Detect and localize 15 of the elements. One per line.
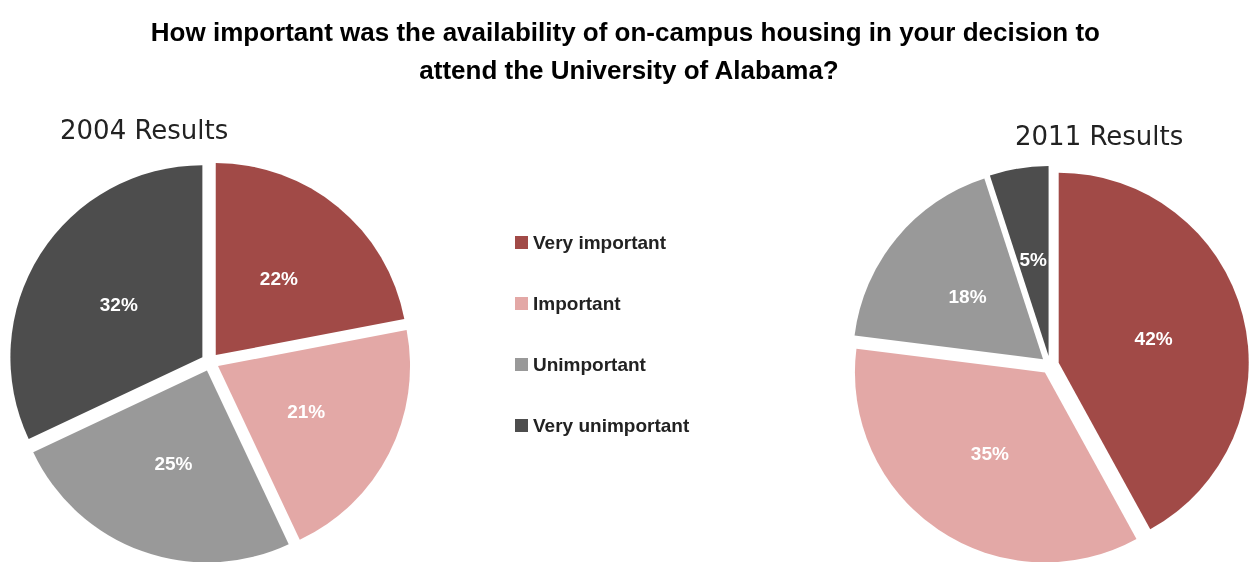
data-label: 42% bbox=[1134, 327, 1173, 349]
data-label: 22% bbox=[259, 268, 298, 290]
legend-label: Very important bbox=[533, 232, 667, 253]
data-label: 35% bbox=[970, 443, 1009, 464]
chart-title: How important was the availability of on-campus housing in your decision to attend the University of Alabama? bbox=[150, 17, 1108, 85]
data-label: 5% bbox=[1019, 248, 1048, 270]
data-label: 21% bbox=[287, 400, 326, 422]
legend-label: Important bbox=[533, 293, 622, 314]
data-label: 18% bbox=[948, 286, 987, 308]
data-label: 32% bbox=[99, 293, 138, 315]
data-label: 25% bbox=[154, 453, 193, 475]
legend-label: Very unimportant bbox=[533, 415, 690, 436]
slice-label: 2011 Results bbox=[1015, 121, 1184, 151]
legend-label: Unimportant bbox=[533, 354, 647, 375]
slice-label: 2004 Results bbox=[60, 115, 229, 145]
